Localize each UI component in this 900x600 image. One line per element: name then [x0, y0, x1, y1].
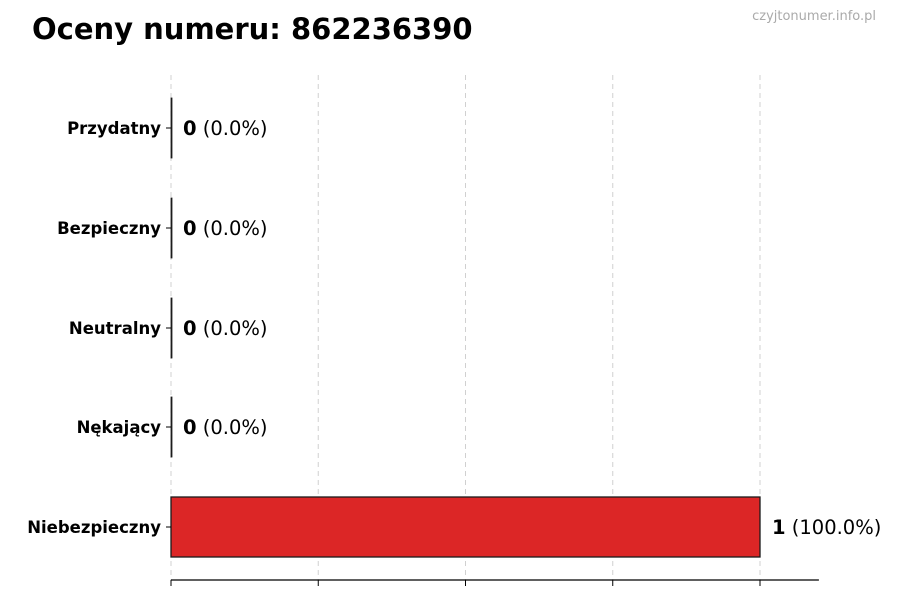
data-value: 0	[183, 317, 197, 340]
data-label: 0 (0.0%)	[183, 117, 268, 140]
watermark: czyjtonumer.info.pl	[752, 9, 876, 24]
data-value: 0	[183, 416, 197, 439]
y-tick-label: Przydatny	[67, 119, 161, 138]
data-percent: (0.0%)	[197, 416, 268, 439]
data-label: 0 (0.0%)	[183, 416, 268, 439]
bar-3	[170, 396, 173, 458]
bar-1	[170, 197, 173, 259]
data-percent: (0.0%)	[197, 117, 268, 140]
data-percent: (100.0%)	[786, 516, 882, 539]
chart-title: Oceny numeru: 862236390	[32, 12, 473, 46]
y-tick-label: Niebezpieczny	[27, 518, 161, 537]
bar-2	[170, 297, 173, 359]
data-percent: (0.0%)	[197, 317, 268, 340]
y-tick-label: Neutralny	[69, 319, 161, 338]
data-value: 0	[183, 217, 197, 240]
y-tick-label: Bezpieczny	[57, 219, 161, 238]
data-value: 1	[772, 516, 786, 539]
bar-0	[170, 97, 173, 159]
data-percent: (0.0%)	[197, 217, 268, 240]
data-label: 1 (100.0%)	[772, 516, 881, 539]
y-tick-label: Nękający	[77, 418, 162, 437]
data-value: 0	[183, 117, 197, 140]
bar-4	[170, 496, 761, 558]
data-label: 0 (0.0%)	[183, 317, 268, 340]
data-label: 0 (0.0%)	[183, 217, 268, 240]
